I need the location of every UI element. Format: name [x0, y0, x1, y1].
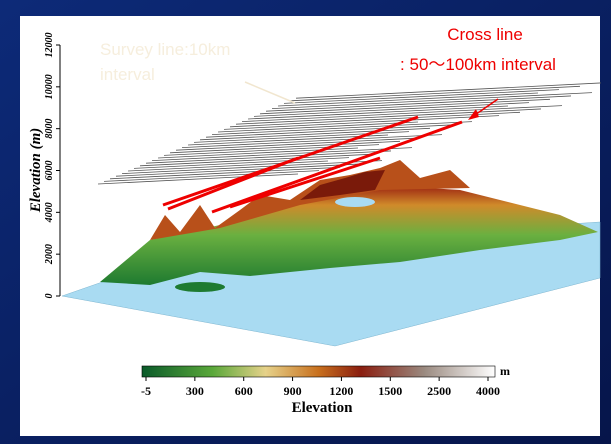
colorbar-title: Elevation	[292, 400, 353, 416]
y-axis-title: Elevation (m)	[28, 128, 44, 214]
colorbar-tick-label: 900	[284, 384, 302, 398]
island	[175, 282, 225, 292]
colorbar-tick-label: -5	[141, 384, 151, 398]
colorbar-tick-label: 600	[235, 384, 253, 398]
colorbar-tick-label: 4000	[476, 384, 500, 398]
cross-annotation: Cross line	[447, 25, 523, 44]
colorbar-tick-label: 1500	[378, 384, 402, 398]
survey-annotation: Survey line:10km	[100, 40, 230, 59]
slide: Survey line:10km interval Cross line : 5…	[0, 0, 611, 444]
colorbar	[142, 366, 495, 377]
lake	[335, 197, 375, 207]
y-tick-label: 10000	[44, 74, 55, 99]
y-tick-label: 8000	[44, 119, 55, 139]
y-tick-label: 2000	[44, 244, 55, 265]
survey-annotation: interval	[100, 65, 155, 84]
y-tick-label: 4000	[44, 202, 55, 223]
y-tick-label: 12000	[44, 33, 55, 58]
colorbar-tick-label: 300	[186, 384, 204, 398]
colorbar-tick-label: 2500	[427, 384, 451, 398]
y-tick-label: 0	[44, 294, 55, 299]
colorbar-tick-label: 1200	[329, 384, 353, 398]
cross-annotation: : 50～100km interval	[400, 55, 556, 74]
colorbar-unit: m	[500, 364, 510, 378]
y-tick-label: 6000	[44, 161, 55, 181]
